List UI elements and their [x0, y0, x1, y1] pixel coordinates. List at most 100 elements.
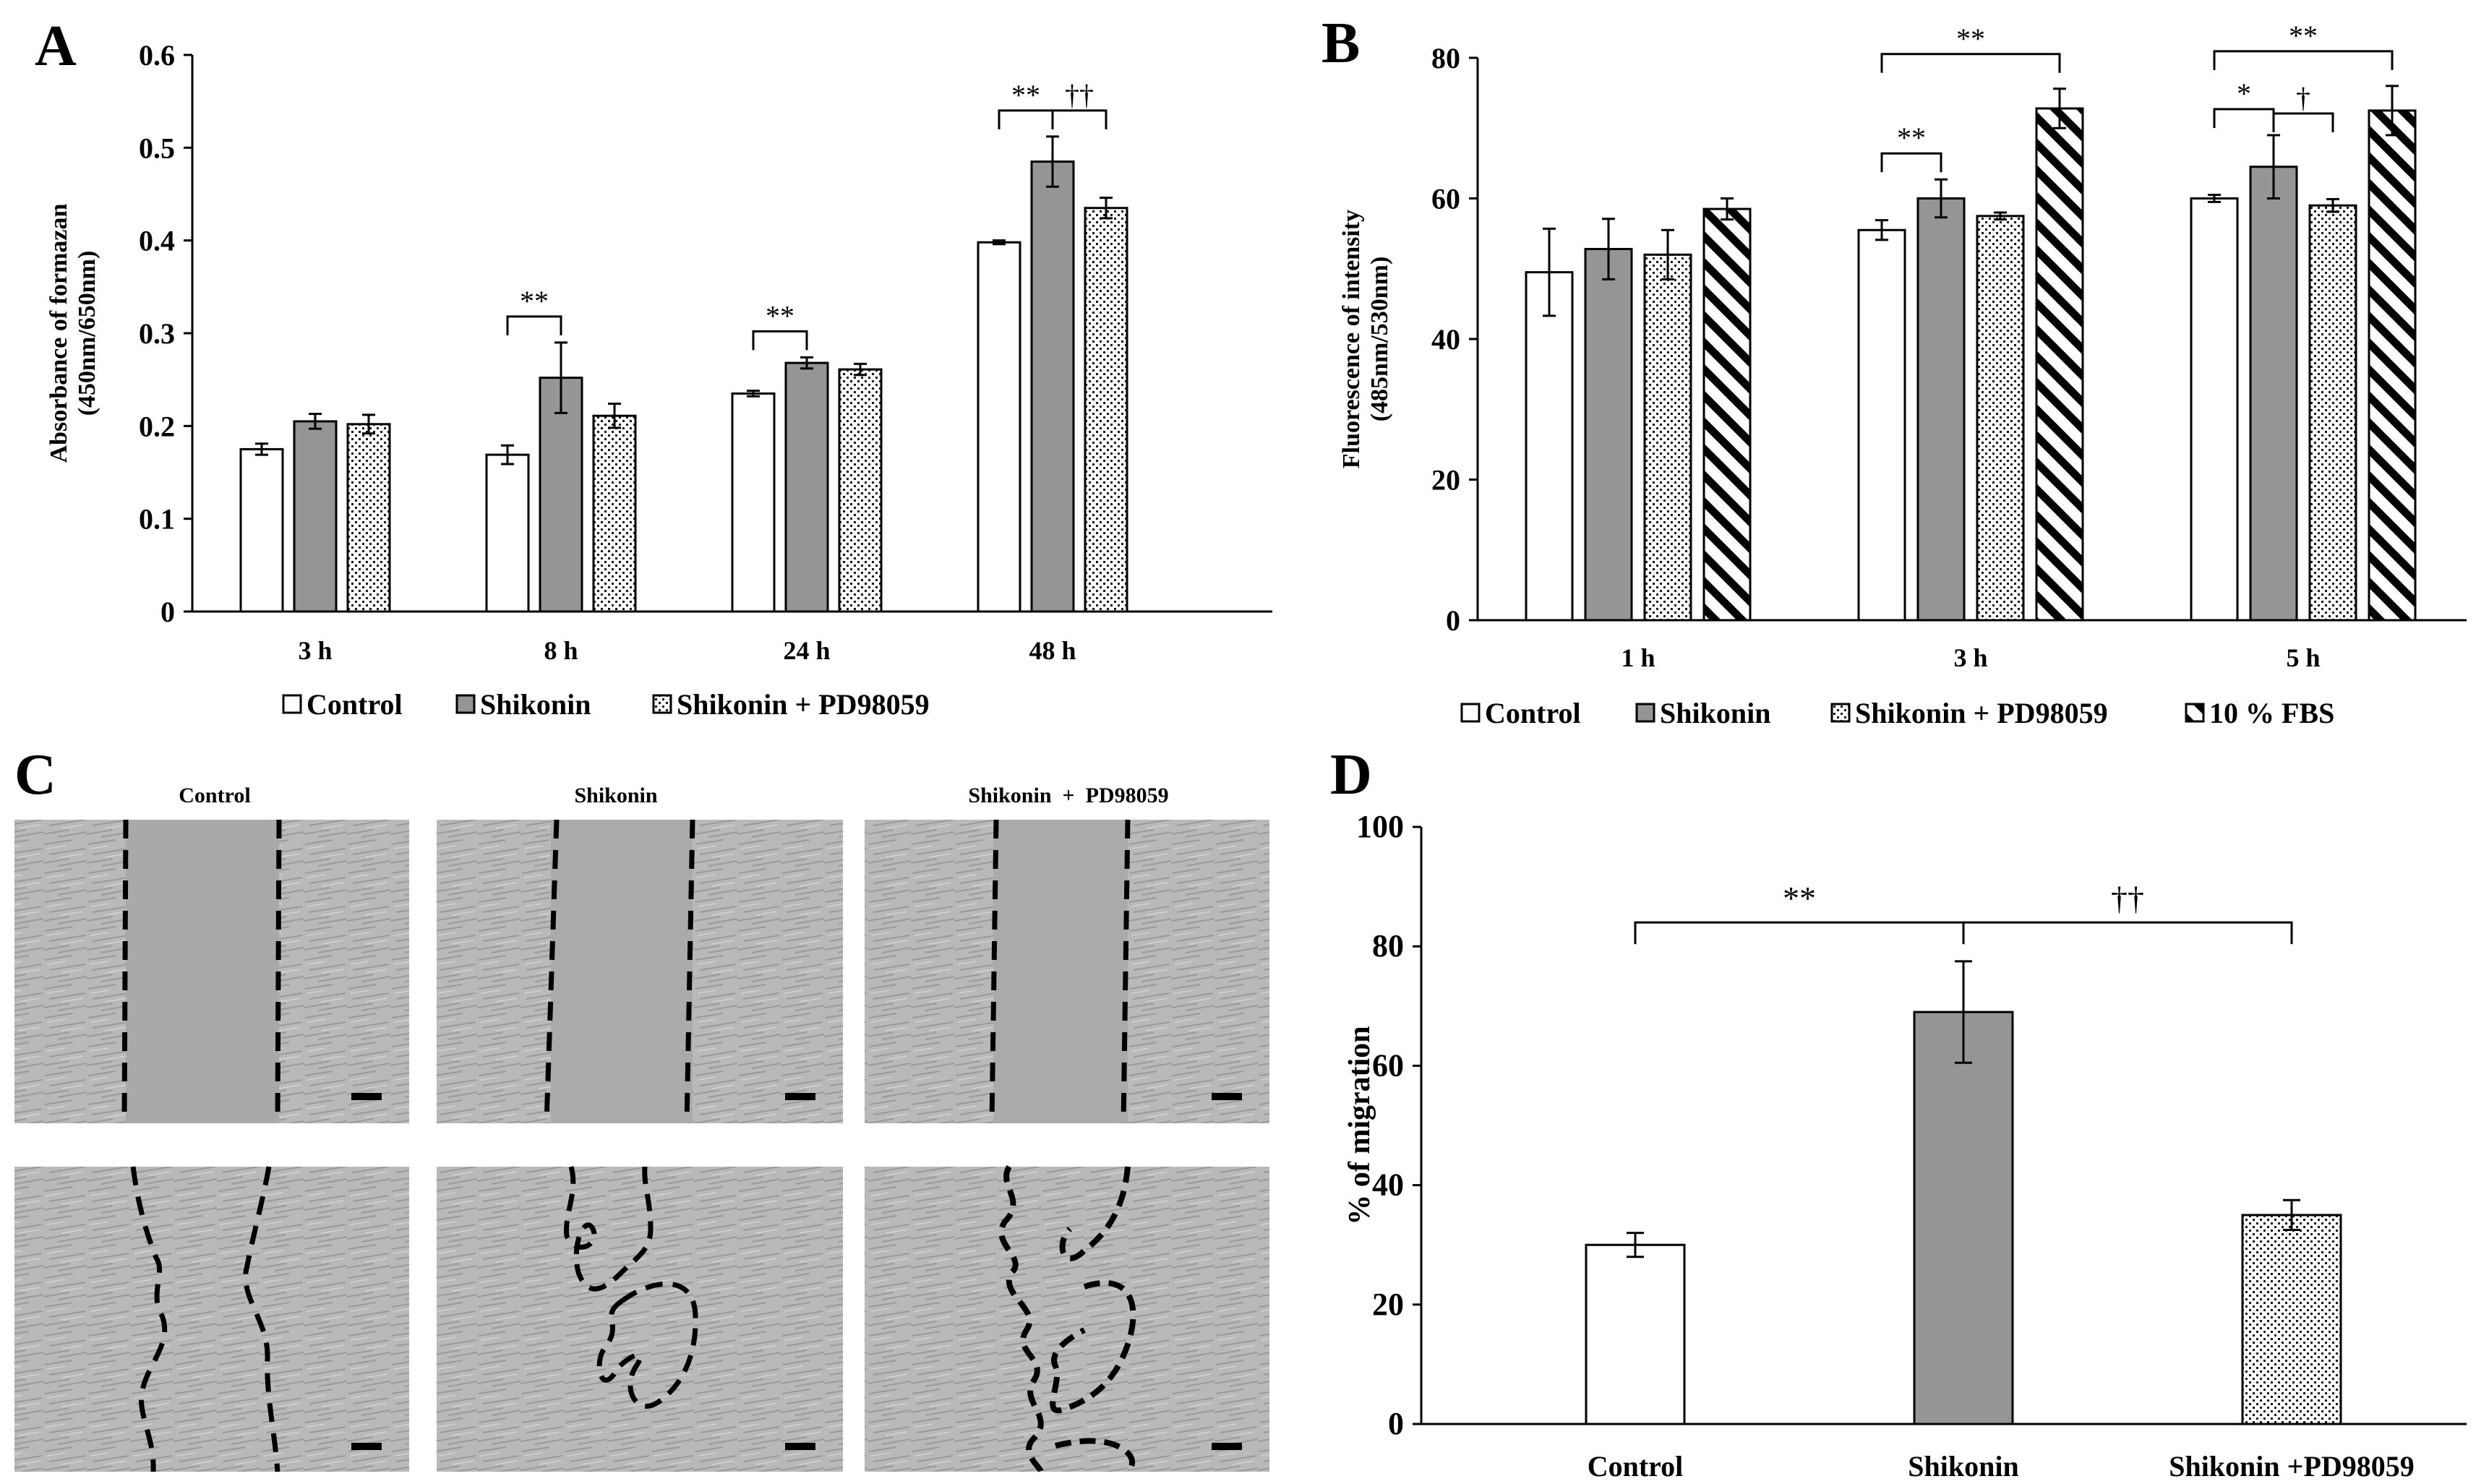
- significance-label: **: [520, 285, 549, 317]
- scale-bar: [785, 1443, 815, 1450]
- micrograph-shikonin-24h: [437, 1166, 843, 1472]
- bar: [293, 420, 338, 613]
- bar: [485, 453, 530, 613]
- x-tick-label: 3 h: [298, 636, 332, 665]
- significance-label: ††: [1065, 79, 1094, 111]
- x-tick-label: 5 h: [2286, 643, 2320, 672]
- micrograph-title-shikonin-pd98059: Shikonin + PD98059: [968, 784, 1168, 807]
- bar: [1585, 1243, 1686, 1425]
- y-tick-label: 80: [1431, 42, 1460, 74]
- y-axis-label: Fluorescence of intensity(485nm/530nm): [1338, 210, 1393, 468]
- y-axis-label-line: Absorbance of formazan: [46, 203, 72, 463]
- bar: [731, 392, 776, 613]
- y-tick-label: 60: [1431, 183, 1460, 215]
- bar: [2249, 166, 2298, 622]
- bar: [1030, 160, 1075, 613]
- panel-label-c: C: [14, 743, 56, 807]
- y-tick-label: 0: [160, 596, 175, 628]
- significance-bracket: [2213, 50, 2394, 70]
- panel-label-b: B: [1321, 12, 1360, 75]
- bar: [2368, 109, 2417, 622]
- significance-bracket: [752, 330, 808, 351]
- legend-label: Shikonin + PD98059: [677, 688, 930, 721]
- significance-bracket: [506, 315, 562, 335]
- y-axis-label: Absorbance of formazan(450nm/650nm): [46, 203, 100, 463]
- y-tick-label: 0: [1446, 604, 1460, 637]
- bar: [2241, 1214, 2342, 1425]
- bar: [1913, 1011, 2014, 1425]
- y-axis-label-line: (450nm/650nm): [74, 251, 100, 416]
- x-tick-label: Shikonin: [1908, 1450, 2018, 1483]
- y-tick-label: 0.5: [139, 132, 175, 164]
- bar: [2035, 107, 2084, 622]
- legend-swatch: [1460, 703, 1481, 723]
- bar: [1525, 271, 1574, 622]
- legend-swatch: [652, 694, 672, 714]
- significance-label: *: [2237, 77, 2251, 110]
- significance-bracket: [1051, 109, 1108, 129]
- legend-swatch: [1635, 703, 1655, 723]
- y-tick-label: 0.1: [139, 503, 175, 536]
- bar: [784, 361, 829, 613]
- y-tick-label: 0.4: [139, 225, 175, 257]
- y-axis-label-line: Fluorescence of intensity: [1338, 210, 1365, 468]
- significance-bracket: [1880, 152, 1942, 173]
- significance-bracket: [2213, 108, 2275, 128]
- scale-bar: [785, 1093, 815, 1100]
- chart-d: 0 20 40 60 80 100 % of migration Control Shikoni…: [1343, 809, 2467, 1483]
- legend-label: Shikonin: [1660, 697, 1770, 729]
- y-tick-label: 20: [1372, 1287, 1404, 1322]
- scale-bar: [351, 1443, 382, 1450]
- bar: [1643, 253, 1692, 622]
- legend-label: Shikonin: [480, 688, 591, 721]
- bar: [838, 368, 883, 613]
- panel-label-d: D: [1330, 743, 1372, 807]
- legend-swatch: [2185, 703, 2205, 723]
- scale-bar: [351, 1093, 382, 1100]
- scale-bar: [1212, 1093, 1242, 1100]
- micrograph-title-control: Control: [179, 784, 250, 807]
- y-tick-label: 0: [1388, 1406, 1404, 1441]
- bar: [1976, 215, 2025, 622]
- y-axis-label-line: % of migration: [1343, 1026, 1376, 1224]
- micrograph-title-shikonin: Shikonin: [574, 784, 657, 807]
- chart-b: 0 20 40 60 80 Fluorescence of intensity(485nm…: [1338, 20, 2467, 729]
- significance-label: ††: [2111, 880, 2144, 917]
- bar: [977, 241, 1021, 613]
- legend-swatch: [455, 694, 476, 714]
- significance-label: †: [2296, 82, 2310, 114]
- y-tick-label: 20: [1431, 464, 1460, 497]
- legend-label: 10 % FBS: [2209, 697, 2334, 729]
- legend-swatch: [1830, 703, 1851, 723]
- bar: [1916, 197, 1966, 622]
- significance-label: **: [766, 299, 794, 332]
- micrograph-shikonin-0h: [437, 819, 843, 1124]
- legend-label: Control: [307, 688, 403, 721]
- x-tick-label: 8 h: [544, 636, 578, 665]
- y-tick-label: 0.6: [139, 39, 175, 72]
- legend-swatch: [282, 694, 302, 714]
- significance-bracket: [1962, 921, 2293, 945]
- micrograph-control-0h: [14, 819, 409, 1124]
- x-tick-label: 1 h: [1621, 643, 1655, 672]
- significance-bracket: [2272, 112, 2334, 132]
- legend-label: Shikonin + PD98059: [1855, 697, 2108, 729]
- y-axis-label-line: (485nm/530nm): [1366, 257, 1393, 422]
- x-tick-label: 3 h: [1953, 643, 1987, 672]
- scale-bar: [1212, 1443, 1242, 1450]
- x-tick-label: 24 h: [783, 636, 830, 665]
- bar: [1084, 207, 1128, 613]
- x-tick-label: Control: [1588, 1450, 1684, 1483]
- panel-label-a: A: [35, 14, 77, 78]
- x-tick-label: Shikonin +PD98059: [2169, 1450, 2415, 1483]
- bar: [1857, 228, 1906, 622]
- significance-label: **: [1956, 22, 1985, 55]
- micrograph-pd98059-0h: [865, 819, 1269, 1124]
- significance-bracket: [998, 109, 1054, 129]
- bar: [1584, 248, 1633, 622]
- significance-label: **: [1897, 121, 1926, 154]
- bar: [2190, 197, 2239, 622]
- significance-bracket: [1880, 53, 2061, 73]
- y-tick-label: 0.2: [139, 410, 175, 442]
